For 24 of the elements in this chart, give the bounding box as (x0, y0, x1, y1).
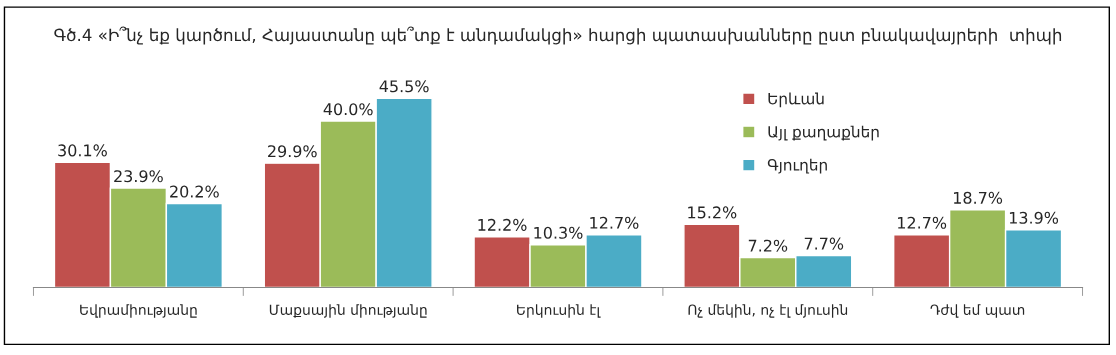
data-label: 30.1% (58, 144, 107, 157)
x-tick-label: Ոչ մեկին, ոչ էլ մյուսին (688, 304, 848, 318)
data-label: 13.9% (1009, 211, 1059, 224)
data-label: 40.0% (323, 103, 373, 116)
legend-label: Գյուղեր (767, 158, 827, 174)
data-label: 7.2% (748, 239, 788, 252)
data-label: 23.9% (114, 170, 163, 183)
data-label: 29.9% (268, 145, 317, 158)
x-tick-label: Երկուսին էլ (517, 304, 601, 318)
data-label: 10.3% (534, 226, 583, 239)
data-label: 12.2% (478, 218, 527, 231)
x-tick-label: Դժվ եմ պատ (930, 304, 1025, 318)
x-tick-label: Եվրամիությանը (80, 304, 197, 318)
data-label: 45.5% (379, 80, 429, 93)
x-tick-label: Մաքսային միությանը (269, 304, 427, 318)
data-label: 12.7% (590, 216, 639, 229)
data-label: 20.2% (170, 185, 219, 198)
data-label: 12.7% (898, 216, 947, 229)
chart-title: Գծ.4 «Ի՞նչ եք կարծում, Հայաստանը պե՞տք է անդամակցի» հարցի պատասխանները ըստ բնակավայրերի տիպի (54, 26, 1062, 45)
data-label: 18.7% (954, 191, 1003, 204)
data-label: 7.7% (804, 237, 844, 250)
legend-label: Երևան (768, 92, 824, 108)
legend-label: Այլ քաղաքներ (768, 125, 879, 141)
data-label: 15.2% (688, 206, 737, 219)
